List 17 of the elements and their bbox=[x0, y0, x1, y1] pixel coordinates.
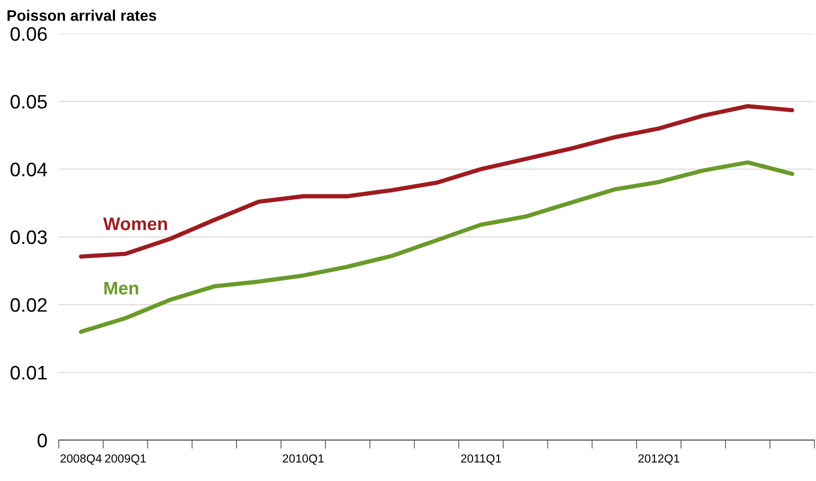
x-tick-label: 2012Q1 bbox=[638, 454, 680, 465]
chart-title: Poisson arrival rates bbox=[8, 10, 156, 21]
series-label: Women bbox=[103, 218, 167, 230]
line-series bbox=[78, 104, 794, 259]
x-tick-label: 2010Q1 bbox=[282, 454, 324, 465]
y-tick-label: 0.05 bbox=[10, 94, 47, 109]
x-tick-label: 2008Q4 bbox=[60, 454, 102, 465]
x-tick-label: 2011Q1 bbox=[461, 454, 502, 465]
series-label: Men bbox=[104, 282, 138, 295]
line-series bbox=[78, 160, 794, 334]
y-tick-label: 0 bbox=[38, 434, 47, 448]
y-tick-label: 0.03 bbox=[10, 230, 47, 244]
y-tick-label: 0.06 bbox=[10, 27, 47, 41]
x-tick-label: 2009Q1 bbox=[105, 454, 146, 465]
y-tick-label: 0.04 bbox=[10, 162, 48, 176]
y-tick-label: 0.02 bbox=[10, 298, 47, 312]
y-tick-label: 0.01 bbox=[10, 366, 47, 380]
